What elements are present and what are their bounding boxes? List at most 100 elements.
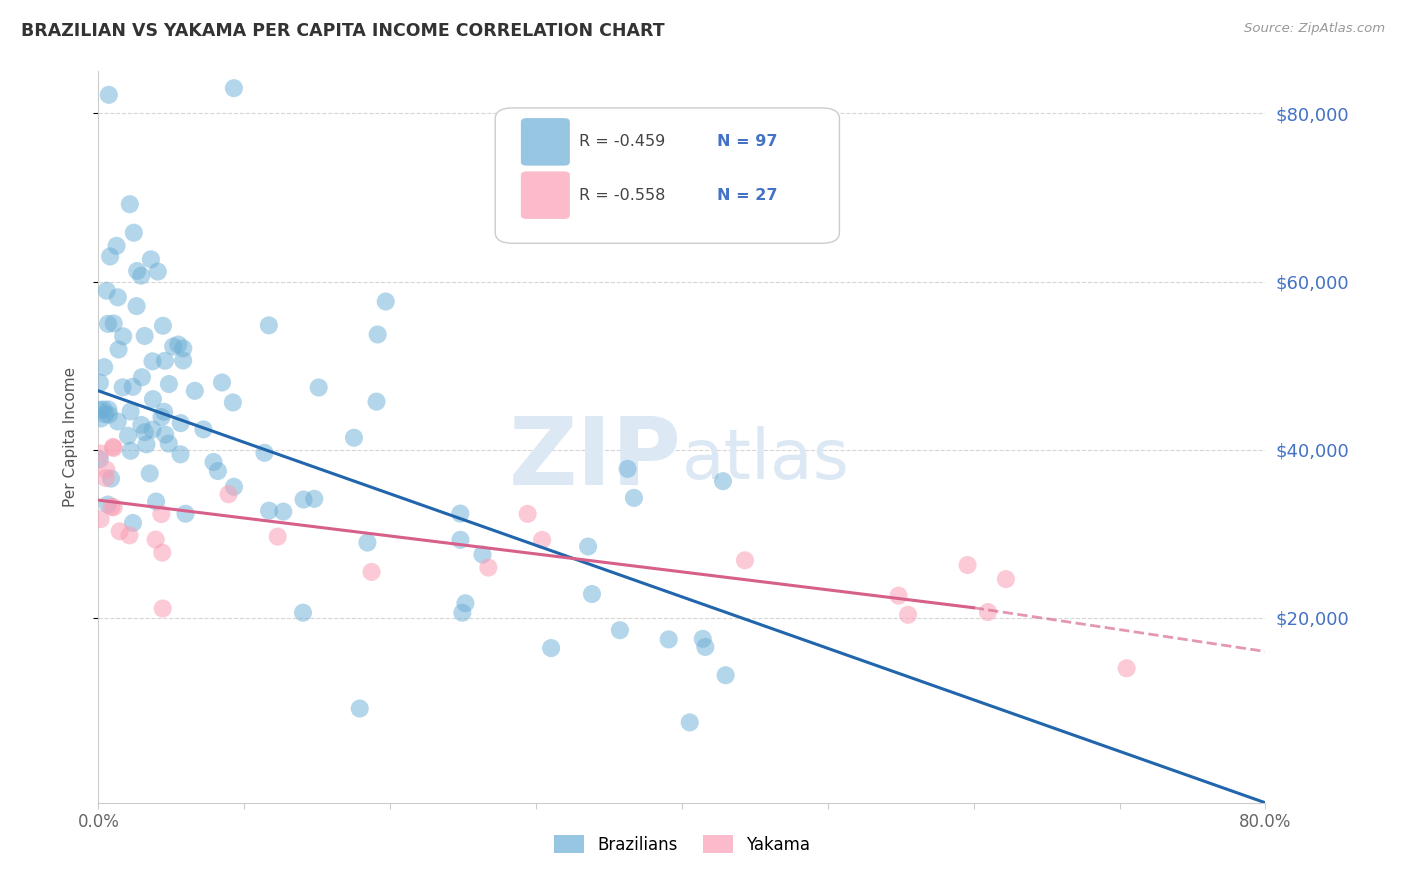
Point: [531, 533, 554, 547]
Point: [141, 354, 163, 368]
Point: [142, 392, 165, 406]
Text: N = 97: N = 97: [717, 135, 778, 149]
Point: [222, 81, 245, 95]
Point: [153, 405, 176, 419]
Point: [112, 329, 135, 343]
Point: [366, 394, 388, 409]
Point: [679, 715, 702, 730]
Point: [367, 327, 389, 342]
Point: [193, 422, 215, 436]
Point: [994, 572, 1017, 586]
Point: [98, 250, 121, 264]
Point: [117, 428, 139, 442]
Point: [98, 408, 121, 422]
Point: [454, 596, 477, 610]
Point: [139, 467, 162, 481]
Point: [576, 540, 599, 554]
Point: [222, 395, 245, 409]
Point: [111, 380, 134, 394]
Point: [94, 407, 117, 421]
Point: [100, 500, 122, 514]
Point: [94, 471, 117, 485]
Point: [101, 440, 124, 454]
Point: [658, 632, 681, 647]
Point: [516, 507, 538, 521]
Point: [253, 446, 276, 460]
Point: [360, 565, 382, 579]
Point: [90, 512, 112, 526]
Point: [581, 587, 603, 601]
Point: [449, 533, 471, 547]
Text: Source: ZipAtlas.com: Source: ZipAtlas.com: [1244, 22, 1385, 36]
Point: [157, 436, 180, 450]
Point: [897, 607, 920, 622]
Point: [134, 329, 156, 343]
Text: R = -0.459: R = -0.459: [579, 135, 665, 149]
Point: [89, 452, 111, 467]
Point: [122, 226, 145, 240]
Point: [150, 507, 173, 521]
Text: ZIP: ZIP: [509, 413, 682, 505]
Point: [155, 427, 177, 442]
Point: [97, 402, 120, 417]
Point: [356, 535, 378, 549]
Point: [89, 376, 111, 390]
Point: [956, 558, 979, 572]
Point: [477, 560, 499, 574]
Point: [711, 474, 734, 488]
Point: [97, 498, 120, 512]
Point: [609, 623, 631, 637]
Text: BRAZILIAN VS YAKAMA PER CAPITA INCOME CORRELATION CHART: BRAZILIAN VS YAKAMA PER CAPITA INCOME CO…: [21, 22, 665, 40]
Y-axis label: Per Capita Income: Per Capita Income: [63, 367, 77, 508]
Point: [100, 472, 122, 486]
Point: [153, 353, 176, 368]
Point: [129, 268, 152, 283]
Point: [257, 318, 280, 333]
Point: [157, 377, 180, 392]
Point: [714, 668, 737, 682]
Point: [172, 353, 194, 368]
Point: [131, 370, 153, 384]
Point: [218, 487, 240, 501]
Point: [105, 239, 128, 253]
Point: [125, 299, 148, 313]
Point: [103, 500, 125, 515]
Point: [349, 701, 371, 715]
Point: [93, 360, 115, 375]
Point: [152, 601, 174, 615]
Point: [120, 443, 142, 458]
Point: [150, 410, 173, 425]
Point: [451, 606, 474, 620]
Point: [89, 446, 111, 460]
Point: [93, 402, 115, 417]
Point: [167, 337, 190, 351]
Point: [887, 589, 910, 603]
FancyBboxPatch shape: [495, 108, 839, 244]
Point: [271, 505, 294, 519]
Point: [145, 533, 167, 547]
Point: [211, 376, 233, 390]
Point: [97, 87, 120, 102]
Point: [89, 402, 111, 417]
Point: [107, 415, 129, 429]
Point: [222, 480, 245, 494]
Point: [292, 606, 315, 620]
Point: [616, 462, 638, 476]
Point: [292, 492, 315, 507]
Point: [131, 417, 153, 432]
Point: [174, 507, 197, 521]
Legend: Brazilians, Yakama: Brazilians, Yakama: [547, 829, 817, 860]
Point: [141, 423, 163, 437]
Point: [169, 447, 191, 461]
Point: [184, 384, 207, 398]
Point: [121, 380, 143, 394]
Point: [139, 252, 162, 267]
Point: [103, 441, 125, 455]
Point: [304, 491, 326, 506]
Point: [107, 343, 129, 357]
Point: [695, 640, 717, 654]
Text: atlas: atlas: [682, 425, 849, 492]
Point: [146, 264, 169, 278]
Point: [692, 632, 714, 646]
Point: [449, 507, 471, 521]
